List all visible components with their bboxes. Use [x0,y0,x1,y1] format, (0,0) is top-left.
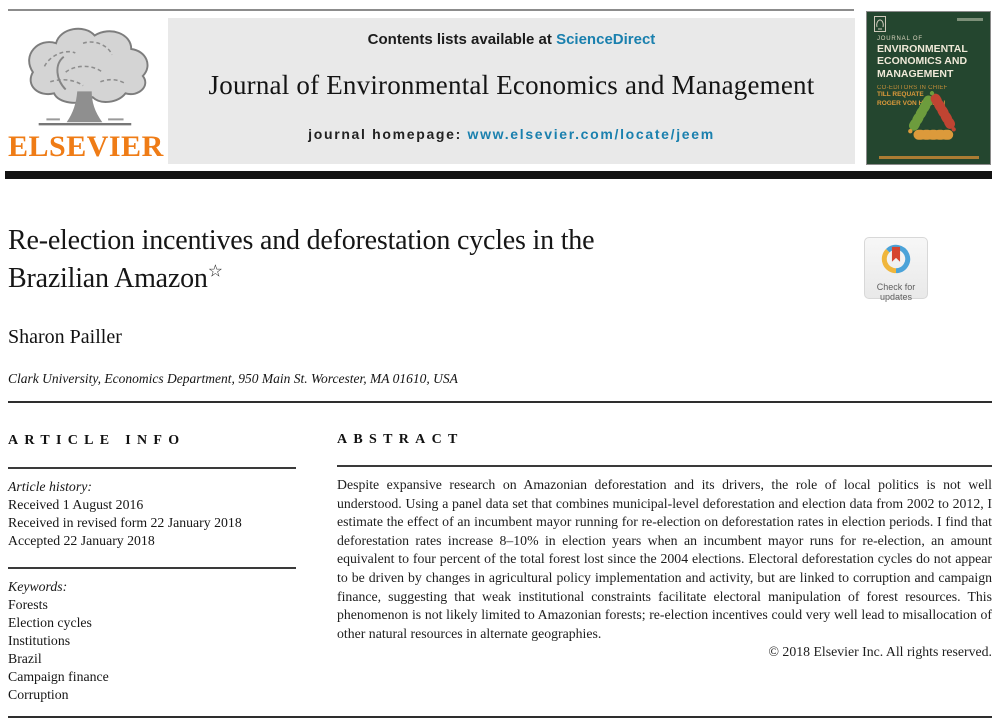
journal-homepage-link[interactable]: www.elsevier.com/locate/jeem [467,126,715,142]
cover-editors: CO-EDITORS IN CHIEF TILL REQUATE ROGER V… [877,85,990,108]
history-received: Received 1 August 2016 [8,497,144,512]
keyword: Forests [8,597,48,612]
cover-journal-of: JOURNAL OF [877,36,923,42]
copyright-line: © 2018 Elsevier Inc. All rights reserved… [768,644,992,660]
keyword: Brazil [8,651,42,666]
keyword: Institutions [8,633,71,648]
article-info-heading: ARTICLE INFO [8,433,186,448]
cover-editors-label: CO-EDITORS IN CHIEF [877,85,948,92]
cover-top-row [867,12,990,34]
cover-issn-text [957,18,983,21]
article-title-line2: Brazilian Amazon [8,263,208,294]
cover-editor-1: TILL REQUATE [877,91,924,99]
page-bottom-rule [8,716,992,718]
badge-line2: updates [879,292,913,302]
header-divider-bar [5,171,992,179]
elsevier-wordmark: ELSEVIER [8,130,164,163]
journal-cover-thumbnail[interactable]: JOURNAL OF ENVIRONMENTAL ECONOMICS AND M… [866,11,991,165]
cover-mini-elsevier-icon [874,16,886,32]
journal-title: Journal of Environmental Economics and M… [208,70,815,100]
abstract-heading: ABSTRACT [337,432,464,447]
abstract-column: ABSTRACT Despite expansive research on A… [337,432,992,662]
cover-title: ENVIRONMENTAL ECONOMICS AND MANAGEMENT [877,43,968,80]
keywords-rule [8,567,296,569]
sciencedirect-link[interactable]: ScienceDirect [556,31,656,48]
check-for-updates-label: Check for updates [865,282,927,302]
journal-header-box: Contents lists available at ScienceDirec… [168,18,855,164]
elsevier-logo: ELSEVIER [8,22,164,164]
cover-footer-text [879,156,979,159]
cover-editor-2: ROGER VON HAEFEN [877,99,946,107]
crossmark-icon [881,244,911,274]
homepage-line: journal homepage: www.elsevier.com/locat… [168,126,855,142]
keyword: Corruption [8,687,69,702]
footnote-star-icon[interactable]: ☆ [207,261,223,281]
section-divider-rule [8,401,992,403]
elsevier-tree-icon [28,27,149,126]
badge-line1: Check for [876,282,916,292]
history-revised: Received in revised form 22 January 2018 [8,515,242,530]
recycle-graphic-icon [908,91,956,140]
keywords-label: Keywords: [8,579,68,594]
header-top-rule [8,9,854,11]
article-history-label: Article history: [8,479,92,494]
keyword: Campaign finance [8,669,109,684]
author-affiliation: Clark University, Economics Department, … [8,371,458,386]
article-info-column: ARTICLE INFO Article history: Received 1… [8,432,296,704]
author-name: Sharon Pailler [8,326,122,348]
abstract-rule [337,465,992,467]
article-title: Re-election incentives and deforestation… [8,222,808,298]
history-accepted: Accepted 22 January 2018 [8,533,155,548]
contents-line: Contents lists available at ScienceDirec… [168,31,855,48]
homepage-prefix: journal homepage: [308,126,468,142]
article-title-line1: Re-election incentives and deforestation… [8,225,595,256]
contents-prefix: Contents lists available at [367,31,557,48]
article-info-rule [8,467,296,469]
check-for-updates-badge[interactable]: Check for updates [864,237,928,302]
keyword: Election cycles [8,615,92,630]
abstract-text: Despite expansive research on Amazonian … [337,477,992,641]
